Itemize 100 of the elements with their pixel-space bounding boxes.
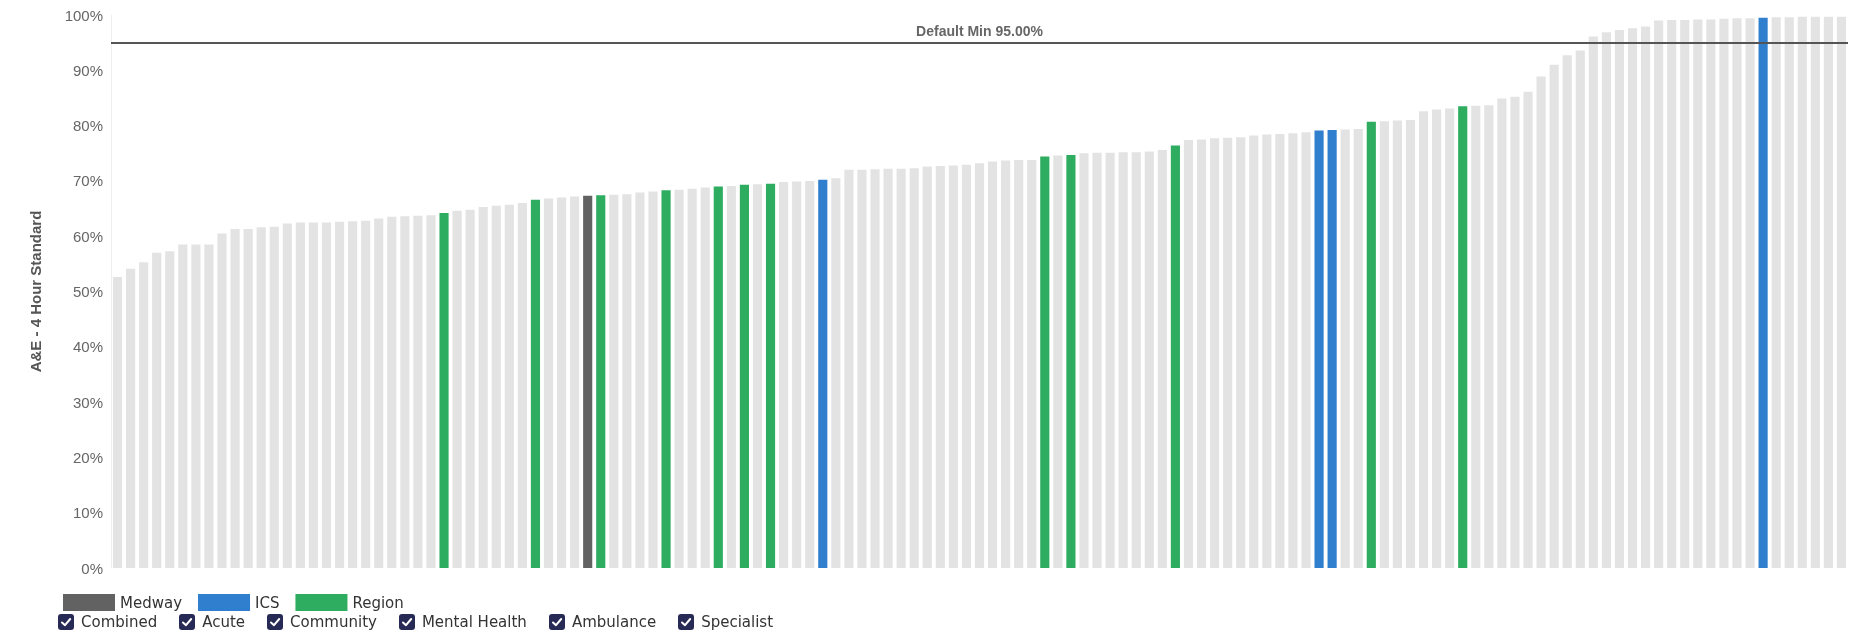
text: Combined <box>81 613 158 631</box>
bar <box>1405 120 1416 568</box>
bar <box>282 223 292 568</box>
bar <box>570 196 580 568</box>
bar <box>1575 50 1585 568</box>
bar <box>1810 16 1820 568</box>
bar <box>1144 151 1154 568</box>
bar <box>491 205 501 568</box>
bar <box>1092 152 1102 568</box>
bar <box>1418 111 1429 568</box>
bar <box>1314 130 1324 568</box>
bar <box>1536 76 1546 568</box>
bar <box>1001 160 1011 568</box>
bar <box>661 190 671 568</box>
bar <box>204 244 214 568</box>
bar <box>1027 159 1037 568</box>
bar <box>400 216 410 568</box>
bar <box>961 164 972 568</box>
bar <box>779 182 789 568</box>
bar <box>191 244 201 568</box>
y-tick-label: 90% <box>72 61 103 79</box>
legend-label: Region <box>352 593 404 612</box>
bar <box>818 179 828 568</box>
bar <box>361 220 371 568</box>
text: Mental Health <box>421 613 527 631</box>
bar <box>596 195 606 568</box>
bar <box>1262 134 1272 568</box>
bar <box>413 215 423 568</box>
bar <box>165 251 175 568</box>
bar <box>883 168 893 568</box>
bar <box>452 210 462 568</box>
bar <box>635 192 645 568</box>
bar <box>321 222 332 568</box>
bar <box>1654 20 1664 568</box>
legend-label: Medway <box>120 593 183 612</box>
bar <box>1745 18 1755 568</box>
y-tick-label: 10% <box>72 504 103 522</box>
bar <box>713 186 723 568</box>
bar <box>1105 152 1115 568</box>
bar <box>334 221 345 568</box>
bar <box>648 191 658 568</box>
bar <box>909 168 919 568</box>
bar <box>1353 128 1363 568</box>
bar <box>256 227 266 568</box>
bar <box>1079 153 1089 568</box>
bar <box>922 166 932 568</box>
bar <box>935 165 945 568</box>
ref-line-label: Default Min 95.00% <box>916 22 1044 39</box>
y-tick-label: 60% <box>72 227 103 245</box>
bar <box>805 180 815 568</box>
bar <box>465 209 475 568</box>
y-tick-label: 100% <box>64 6 103 24</box>
bar <box>1301 132 1311 568</box>
bar <box>308 222 318 568</box>
bar <box>896 168 906 568</box>
bar <box>1523 91 1533 568</box>
bar <box>1249 135 1259 568</box>
legend-label: ICS <box>255 593 280 612</box>
bar <box>948 165 958 568</box>
bar <box>974 163 985 568</box>
bar <box>1183 139 1194 568</box>
bar <box>1014 159 1024 568</box>
bar <box>374 218 384 568</box>
y-axis-title: A&E - 4 Hour Standard <box>27 210 44 373</box>
bar <box>1588 36 1598 568</box>
y-tick-label: 30% <box>72 393 103 411</box>
bar <box>1784 17 1794 568</box>
bar <box>831 178 841 568</box>
bar <box>1118 152 1128 568</box>
bar <box>1445 108 1455 568</box>
bar <box>1471 105 1481 568</box>
bar <box>1288 133 1298 568</box>
bar <box>557 197 567 568</box>
bar <box>622 194 632 568</box>
y-tick-label: 20% <box>72 448 103 466</box>
y-tick-label: 50% <box>72 283 103 300</box>
bar <box>439 212 449 568</box>
bar <box>478 206 488 568</box>
bar <box>1275 133 1285 568</box>
bar <box>1823 16 1833 568</box>
y-tick-label: 80% <box>72 117 103 135</box>
bar <box>1497 98 1507 568</box>
bar <box>739 184 749 568</box>
bar <box>1732 18 1742 568</box>
text: Ambulance <box>571 613 657 631</box>
text: Community <box>290 613 377 631</box>
bar <box>792 181 802 568</box>
bar <box>1836 16 1847 568</box>
bar <box>1627 28 1638 568</box>
bar <box>126 268 136 568</box>
bar <box>1210 138 1220 568</box>
bar <box>1432 109 1442 568</box>
bar <box>765 183 776 568</box>
bar <box>1641 26 1651 568</box>
bar <box>1223 137 1233 568</box>
bar <box>295 222 305 568</box>
bar <box>1327 130 1337 568</box>
bar <box>1236 137 1246 568</box>
bar <box>674 189 684 568</box>
bar <box>1040 156 1050 568</box>
